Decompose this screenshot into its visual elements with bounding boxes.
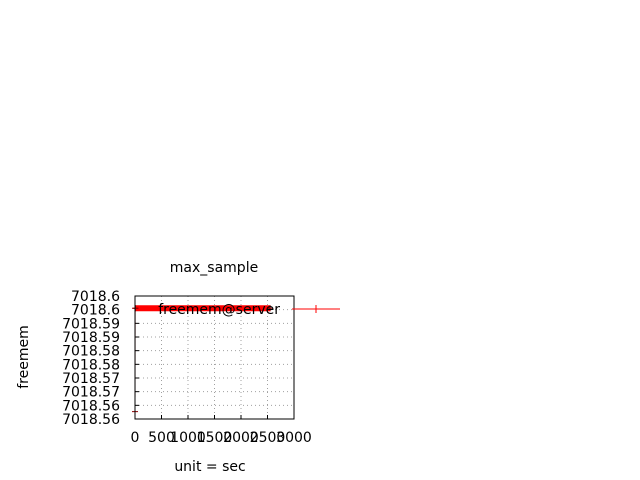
data-point-marker bbox=[132, 305, 139, 312]
y-tick-label: 7018.56 bbox=[62, 412, 120, 428]
y-tick-label: 7018.59 bbox=[62, 330, 120, 346]
y-tick-label: 7018.59 bbox=[62, 316, 120, 332]
y-axis-label: freemem bbox=[16, 325, 32, 389]
x-tick-label: 3000 bbox=[276, 430, 312, 446]
legend: freemem@server bbox=[158, 302, 340, 318]
x-tick-label: 2000 bbox=[223, 430, 259, 446]
y-tick-label: 7018.58 bbox=[62, 357, 120, 373]
y-tick-label: 7018.56 bbox=[62, 398, 120, 414]
data-point-marker bbox=[267, 305, 274, 312]
y-tick-label: 7018.58 bbox=[62, 344, 120, 360]
y-tick-label: 7018.57 bbox=[62, 371, 120, 387]
axis-ticks: 0 500100015002000250030007018.567018.5670… bbox=[62, 289, 312, 446]
x-tick-label: 500 bbox=[148, 430, 175, 446]
legend-label: freemem@server bbox=[158, 302, 280, 318]
x-tick-label: 2500 bbox=[250, 430, 286, 446]
series-layer bbox=[132, 305, 274, 415]
chart-title: max_sample bbox=[170, 260, 258, 276]
x-tick-label: 1000 bbox=[170, 430, 206, 446]
y-tick-label: 7018.57 bbox=[62, 385, 120, 401]
y-tick-label: 7018.6 bbox=[71, 303, 120, 319]
x-tick-label: 1500 bbox=[197, 430, 233, 446]
x-tick-label: 0 bbox=[131, 430, 140, 446]
plot-frame bbox=[134, 295, 295, 420]
x-axis-label: unit = sec bbox=[174, 459, 245, 475]
y-tick-label: 7018.6 bbox=[71, 289, 120, 305]
